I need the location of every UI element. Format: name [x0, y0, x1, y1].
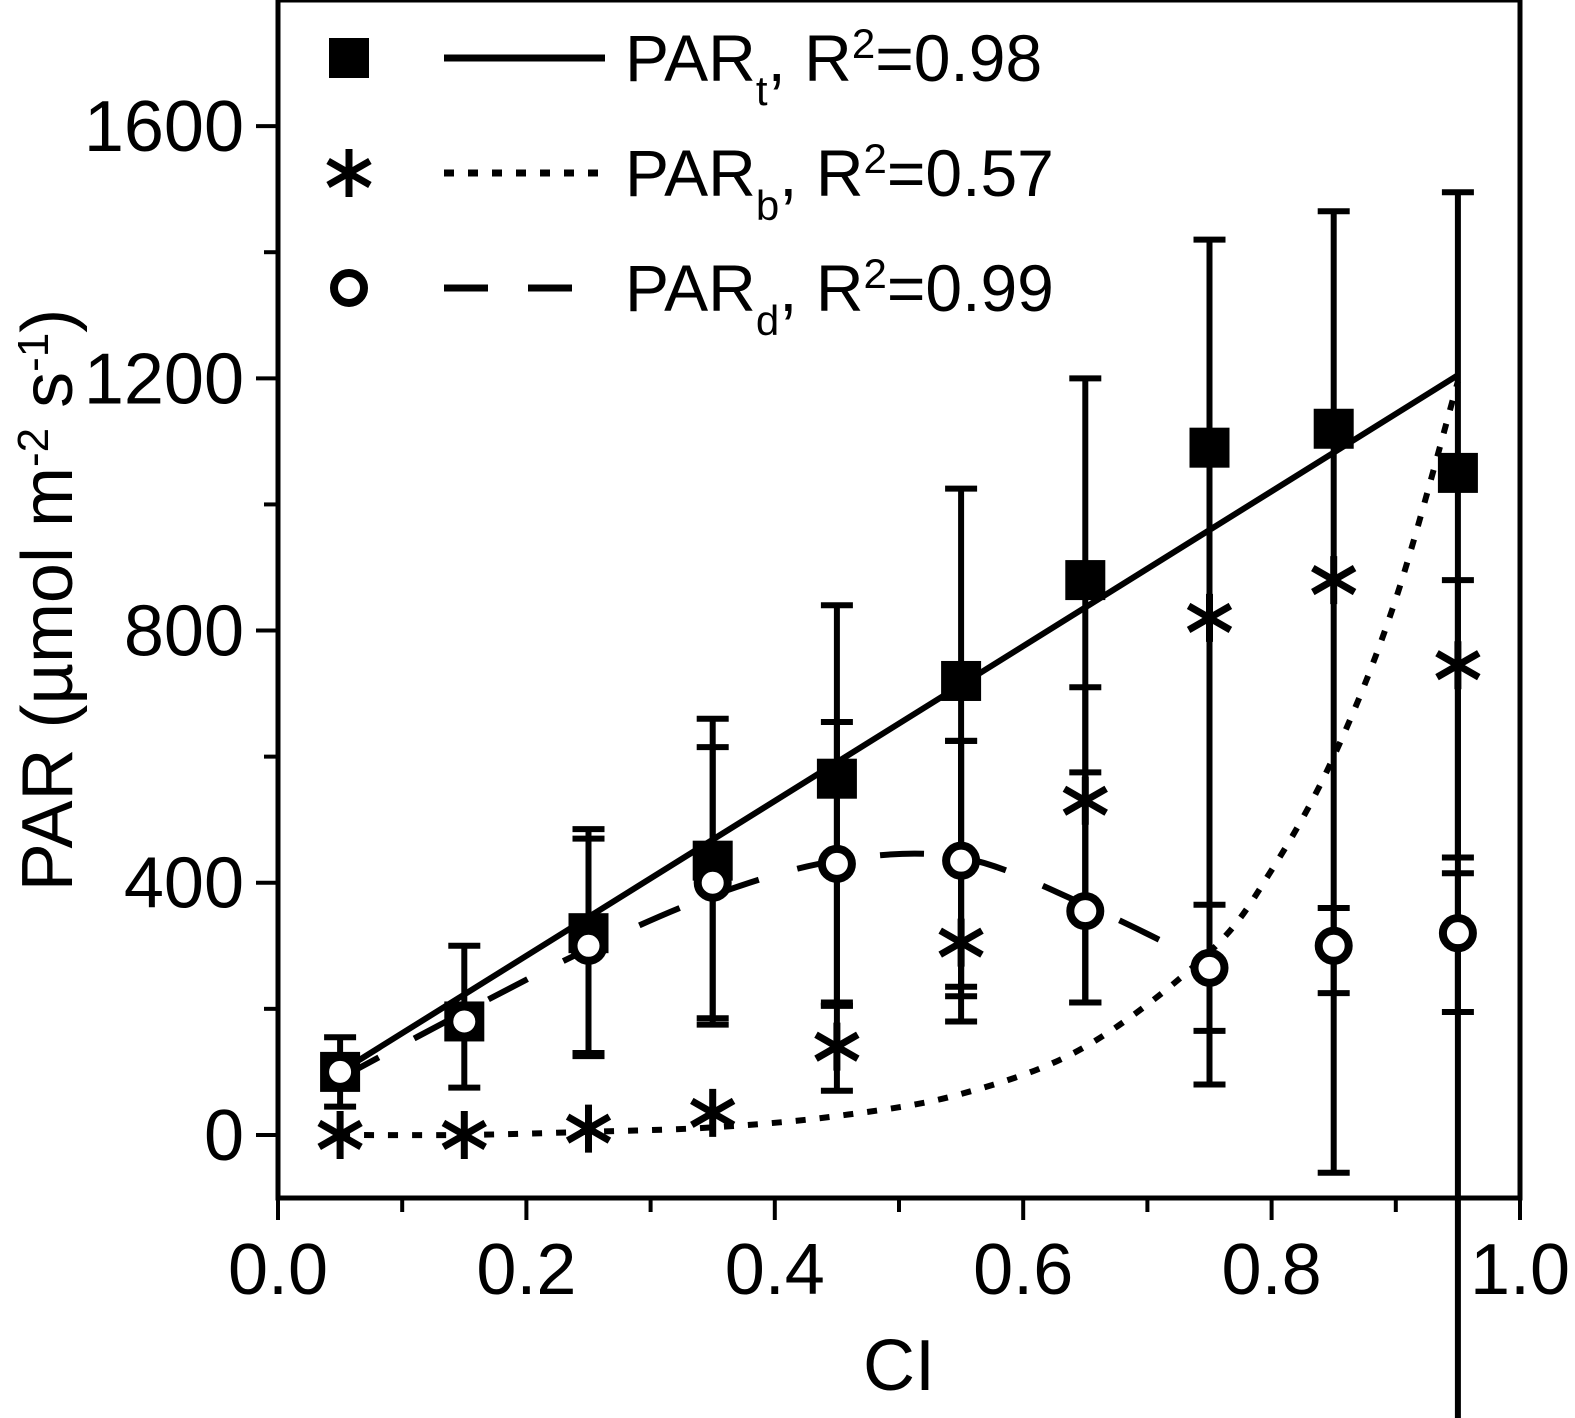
- asterisk-stroke: [441, 1119, 487, 1150]
- marker-par-b: [938, 918, 984, 967]
- marker-par-b: [441, 1110, 487, 1159]
- asterisk-stroke: [690, 1097, 736, 1128]
- asterisk-stroke: [814, 1031, 860, 1062]
- y-axis: 0 400 800 1200 1600: [84, 87, 278, 1176]
- asterisk-stroke: [1186, 602, 1233, 633]
- y-tick-label: 400: [124, 844, 244, 924]
- x-tick-label: 0.6: [973, 1230, 1073, 1310]
- y-axis-title-exp2: -1: [9, 333, 58, 372]
- x-tick-label: 0.4: [725, 1230, 825, 1310]
- y-axis-title-main: PAR (µmol m: [8, 467, 88, 891]
- legend-label: PARd, R2=0.99: [625, 250, 1054, 344]
- legend-marker: [326, 149, 372, 197]
- legend-item-par-b: PARb, R2=0.57: [326, 135, 1054, 229]
- asterisk-stroke: [326, 157, 372, 189]
- marker-par-d: [942, 841, 981, 880]
- legend-text-part: , R: [767, 21, 851, 95]
- y-axis-title-exp1: -2: [9, 428, 58, 467]
- legend-marker: [330, 269, 368, 307]
- asterisk-stroke: [317, 1119, 363, 1150]
- y-tick-label: 1600: [84, 87, 244, 167]
- asterisk-stroke: [1435, 650, 1481, 681]
- marker-par-t: [1189, 427, 1230, 468]
- legend-text-part: t: [756, 67, 768, 114]
- y-tick-label: 0: [204, 1096, 244, 1176]
- legend-text-part: b: [756, 182, 779, 229]
- marker-par-t: [941, 660, 982, 701]
- marker-par-d: [321, 1052, 360, 1091]
- marker-par-d: [693, 863, 732, 902]
- legend-text-part: =0.99: [887, 251, 1054, 325]
- x-tick-label: 0.0: [228, 1230, 328, 1310]
- legend-label: PARb, R2=0.57: [625, 135, 1054, 229]
- marker-par-b: [1062, 776, 1108, 825]
- legend-text-part: , R: [779, 136, 863, 210]
- x-axis-title: CI: [863, 1326, 935, 1406]
- legend-item-par-d: PARd, R2=0.99: [330, 250, 1054, 344]
- legend-text-part: =0.57: [887, 136, 1054, 210]
- asterisk-stroke: [938, 927, 984, 958]
- marker-par-b: [1311, 556, 1357, 605]
- y-axis-title-end: ): [8, 309, 88, 333]
- marker-par-b: [1186, 593, 1233, 642]
- marker-par-b: [317, 1110, 363, 1159]
- marker-par-t: [1065, 560, 1106, 601]
- data-markers: [317, 408, 1481, 1159]
- marker-par-d: [445, 1002, 484, 1041]
- marker-par-t: [1437, 452, 1478, 493]
- marker-par-t: [816, 758, 857, 799]
- marker-par-d: [1314, 926, 1353, 965]
- legend-text-part: 2: [864, 135, 887, 182]
- legend-text-part: d: [756, 297, 779, 344]
- marker-par-d: [1190, 948, 1229, 987]
- asterisk-stroke: [1311, 565, 1357, 596]
- legend-text-part: 2: [864, 250, 887, 297]
- legend-text-part: PAR: [625, 21, 756, 95]
- legend-text-part: PAR: [625, 136, 756, 210]
- legend-text-part: =0.98: [875, 21, 1042, 95]
- asterisk-stroke: [1062, 785, 1108, 816]
- marker-par-b: [1435, 641, 1481, 690]
- legend-text-part: 2: [852, 20, 875, 67]
- y-axis-title-mid: s: [8, 372, 88, 428]
- y-axis-title: PAR (µmol m-2 s-1): [8, 309, 88, 891]
- fit-line-par-d: [338, 850, 1211, 1081]
- fit-line-par-t: [338, 372, 1460, 1075]
- marker-par-d: [1438, 914, 1477, 953]
- y-tick-label: 1200: [84, 339, 244, 419]
- y-tick-label: 800: [124, 592, 244, 672]
- x-tick-label: 0.8: [1222, 1230, 1322, 1310]
- marker-par-d: [1066, 892, 1105, 931]
- asterisk-stroke: [565, 1113, 612, 1144]
- marker-par-d: [817, 844, 856, 883]
- x-axis: 0.0 0.2 0.4 0.6 0.8 1.0: [228, 1198, 1570, 1310]
- marker-par-b: [814, 1022, 860, 1071]
- fit-lines: [338, 372, 1461, 1139]
- fit-line-par-b: [340, 380, 1461, 1139]
- legend-text-part: PAR: [625, 251, 756, 325]
- x-tick-label: 0.2: [476, 1230, 576, 1310]
- marker-par-b: [690, 1088, 736, 1137]
- x-tick-label: 1.0: [1470, 1230, 1570, 1310]
- legend-marker: [329, 38, 369, 78]
- marker-par-d: [569, 926, 608, 965]
- legend-text-part: , R: [779, 251, 863, 325]
- marker-par-t: [1313, 408, 1354, 449]
- legend-item-par-t: PARt, R2=0.98: [329, 20, 1042, 114]
- marker-par-b: [565, 1104, 612, 1153]
- legend-label: PARt, R2=0.98: [625, 20, 1042, 114]
